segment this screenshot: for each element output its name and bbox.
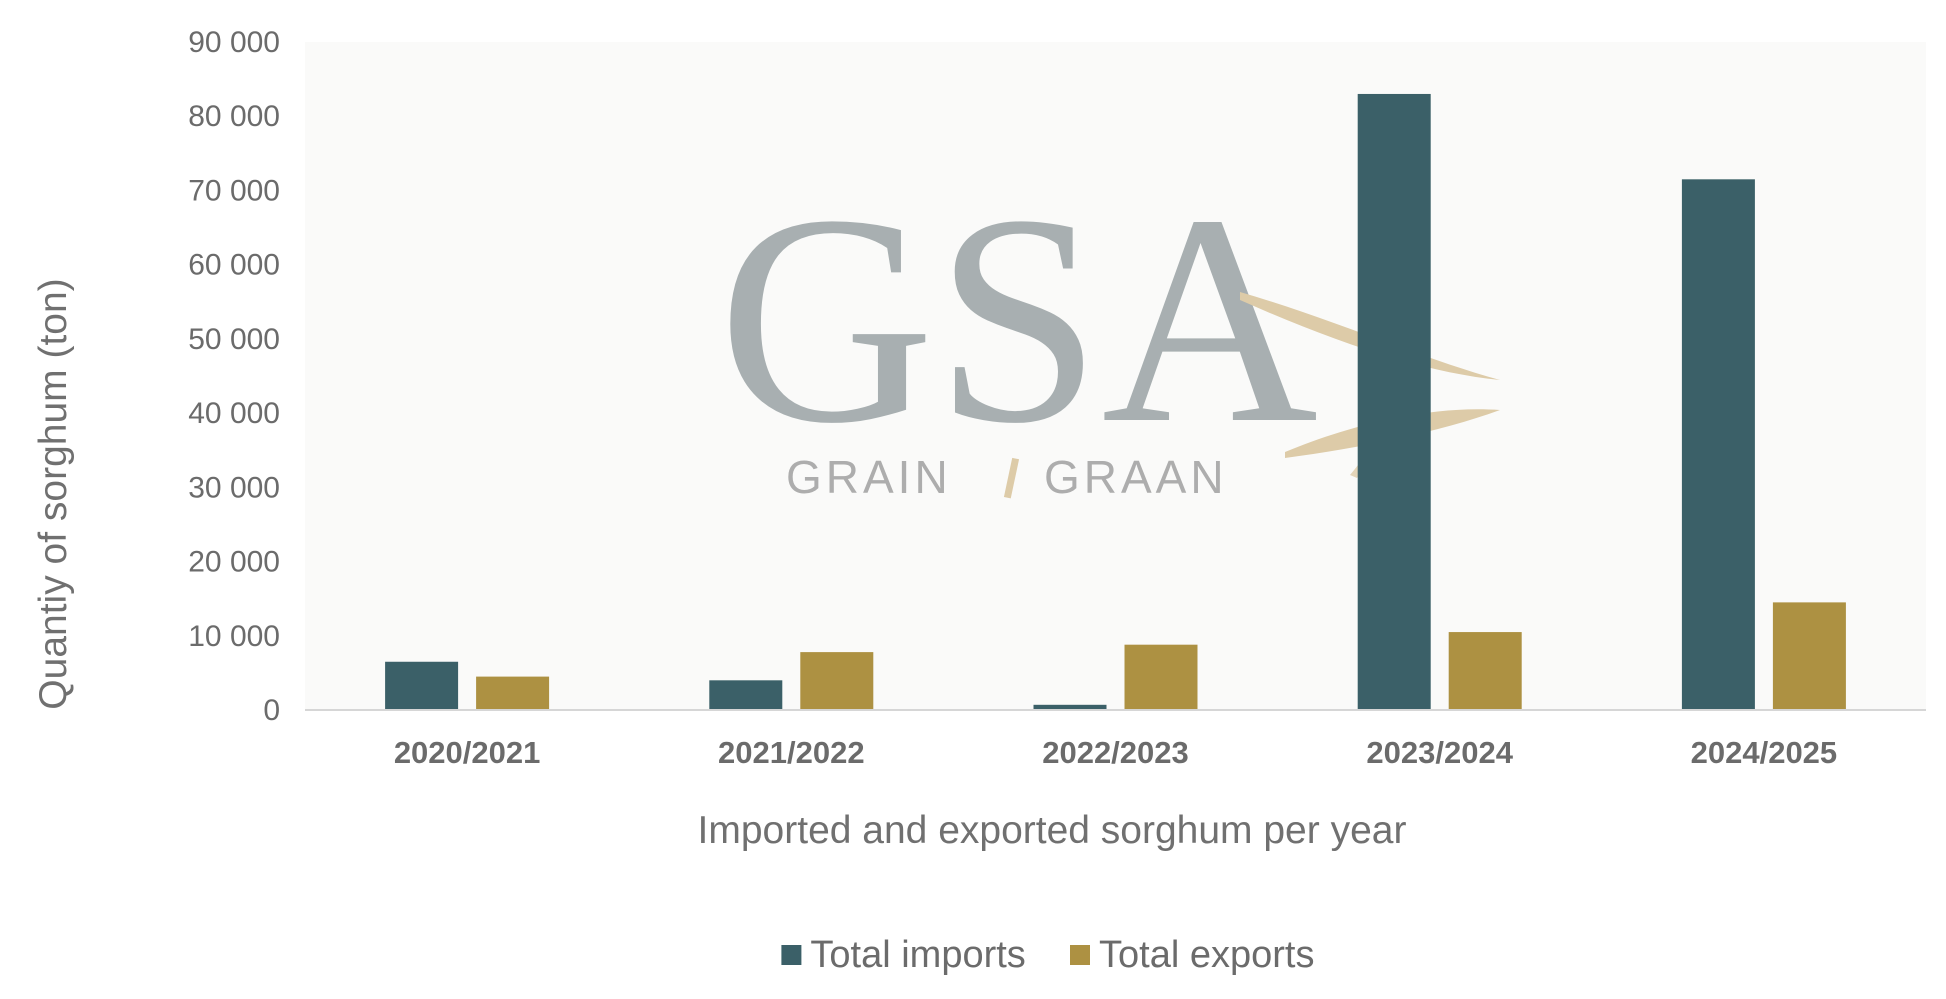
- y-tick-label: 90 000: [188, 26, 280, 59]
- x-tick-label: 2020/2021: [394, 735, 541, 770]
- x-tick-label: 2022/2023: [1042, 735, 1189, 770]
- y-tick-label: 50 000: [188, 323, 280, 356]
- x-axis: 2020/2021 2021/2022 2022/2023 2023/2024 2024…: [394, 735, 1837, 770]
- bar-total-imports: [709, 680, 783, 710]
- y-tick-label: 10 000: [188, 620, 280, 653]
- bars: [385, 93, 1846, 711]
- bar-total-exports: [1448, 632, 1522, 710]
- y-tick-label: 80 000: [188, 100, 280, 133]
- bar-total-exports: [1124, 644, 1198, 710]
- legend-label: Total imports: [810, 934, 1025, 976]
- watermark-tagline-graan: GRAAN: [1044, 451, 1228, 503]
- legend: Total imports Total exports: [781, 934, 1314, 976]
- gsa-logo-watermark: GSA GRAIN GRAAN: [718, 153, 1500, 503]
- bar-total-imports: [1681, 179, 1755, 711]
- watermark-logo-text: GSA: [718, 153, 1318, 485]
- y-axis-title: Quantiy of sorghum (ton): [32, 278, 75, 709]
- y-tick-label: 60 000: [188, 249, 280, 282]
- bar-total-imports: [1357, 93, 1431, 710]
- x-axis-title: Imported and exported sorghum per year: [698, 809, 1407, 852]
- bar-total-imports: [385, 661, 459, 710]
- x-tick-label: 2024/2025: [1691, 735, 1838, 770]
- bar-total-exports: [476, 676, 550, 710]
- legend-swatch: [781, 945, 802, 965]
- y-tick-label: 20 000: [188, 546, 280, 579]
- bar-total-exports: [1772, 602, 1846, 710]
- bar-total-exports: [800, 652, 874, 710]
- y-axis: 0 10 000 20 000 30 000 40 000 50 000 60 000 70 …: [188, 26, 280, 727]
- legend-label: Total exports: [1099, 934, 1314, 976]
- watermark-divider: [1003, 457, 1020, 499]
- legend-swatch: [1070, 945, 1090, 965]
- x-tick-label: 2023/2024: [1366, 735, 1513, 770]
- y-tick-label: 0: [263, 694, 280, 727]
- y-tick-label: 70 000: [188, 174, 280, 207]
- y-tick-label: 40 000: [188, 397, 280, 430]
- watermark-tagline-grain: GRAIN: [786, 451, 952, 503]
- x-tick-label: 2021/2022: [718, 735, 865, 770]
- bar-total-imports: [1033, 704, 1107, 710]
- y-tick-label: 30 000: [188, 471, 280, 504]
- plot-area: [305, 42, 1926, 710]
